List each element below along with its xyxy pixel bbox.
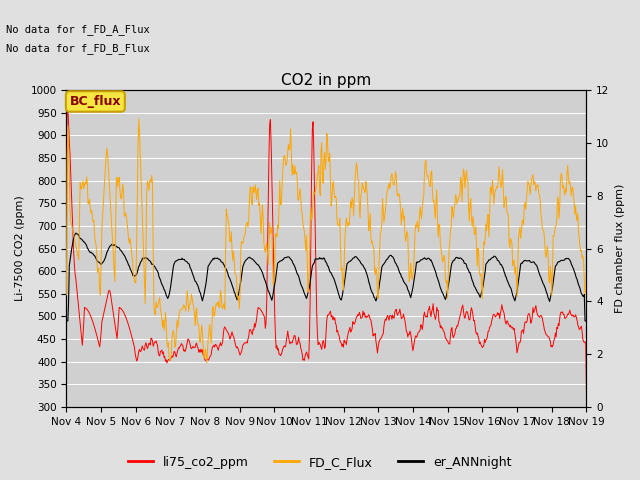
Y-axis label: Li-7500 CO2 (ppm): Li-7500 CO2 (ppm) xyxy=(15,196,25,301)
Text: No data for f_FD_A_Flux: No data for f_FD_A_Flux xyxy=(6,24,150,35)
Title: CO2 in ppm: CO2 in ppm xyxy=(282,72,372,87)
Text: BC_flux: BC_flux xyxy=(70,95,121,108)
Text: No data for f_FD_B_Flux: No data for f_FD_B_Flux xyxy=(6,43,150,54)
Legend: li75_co2_ppm, FD_C_Flux, er_ANNnight: li75_co2_ppm, FD_C_Flux, er_ANNnight xyxy=(124,451,516,474)
Y-axis label: FD chamber flux (ppm): FD chamber flux (ppm) xyxy=(615,184,625,313)
